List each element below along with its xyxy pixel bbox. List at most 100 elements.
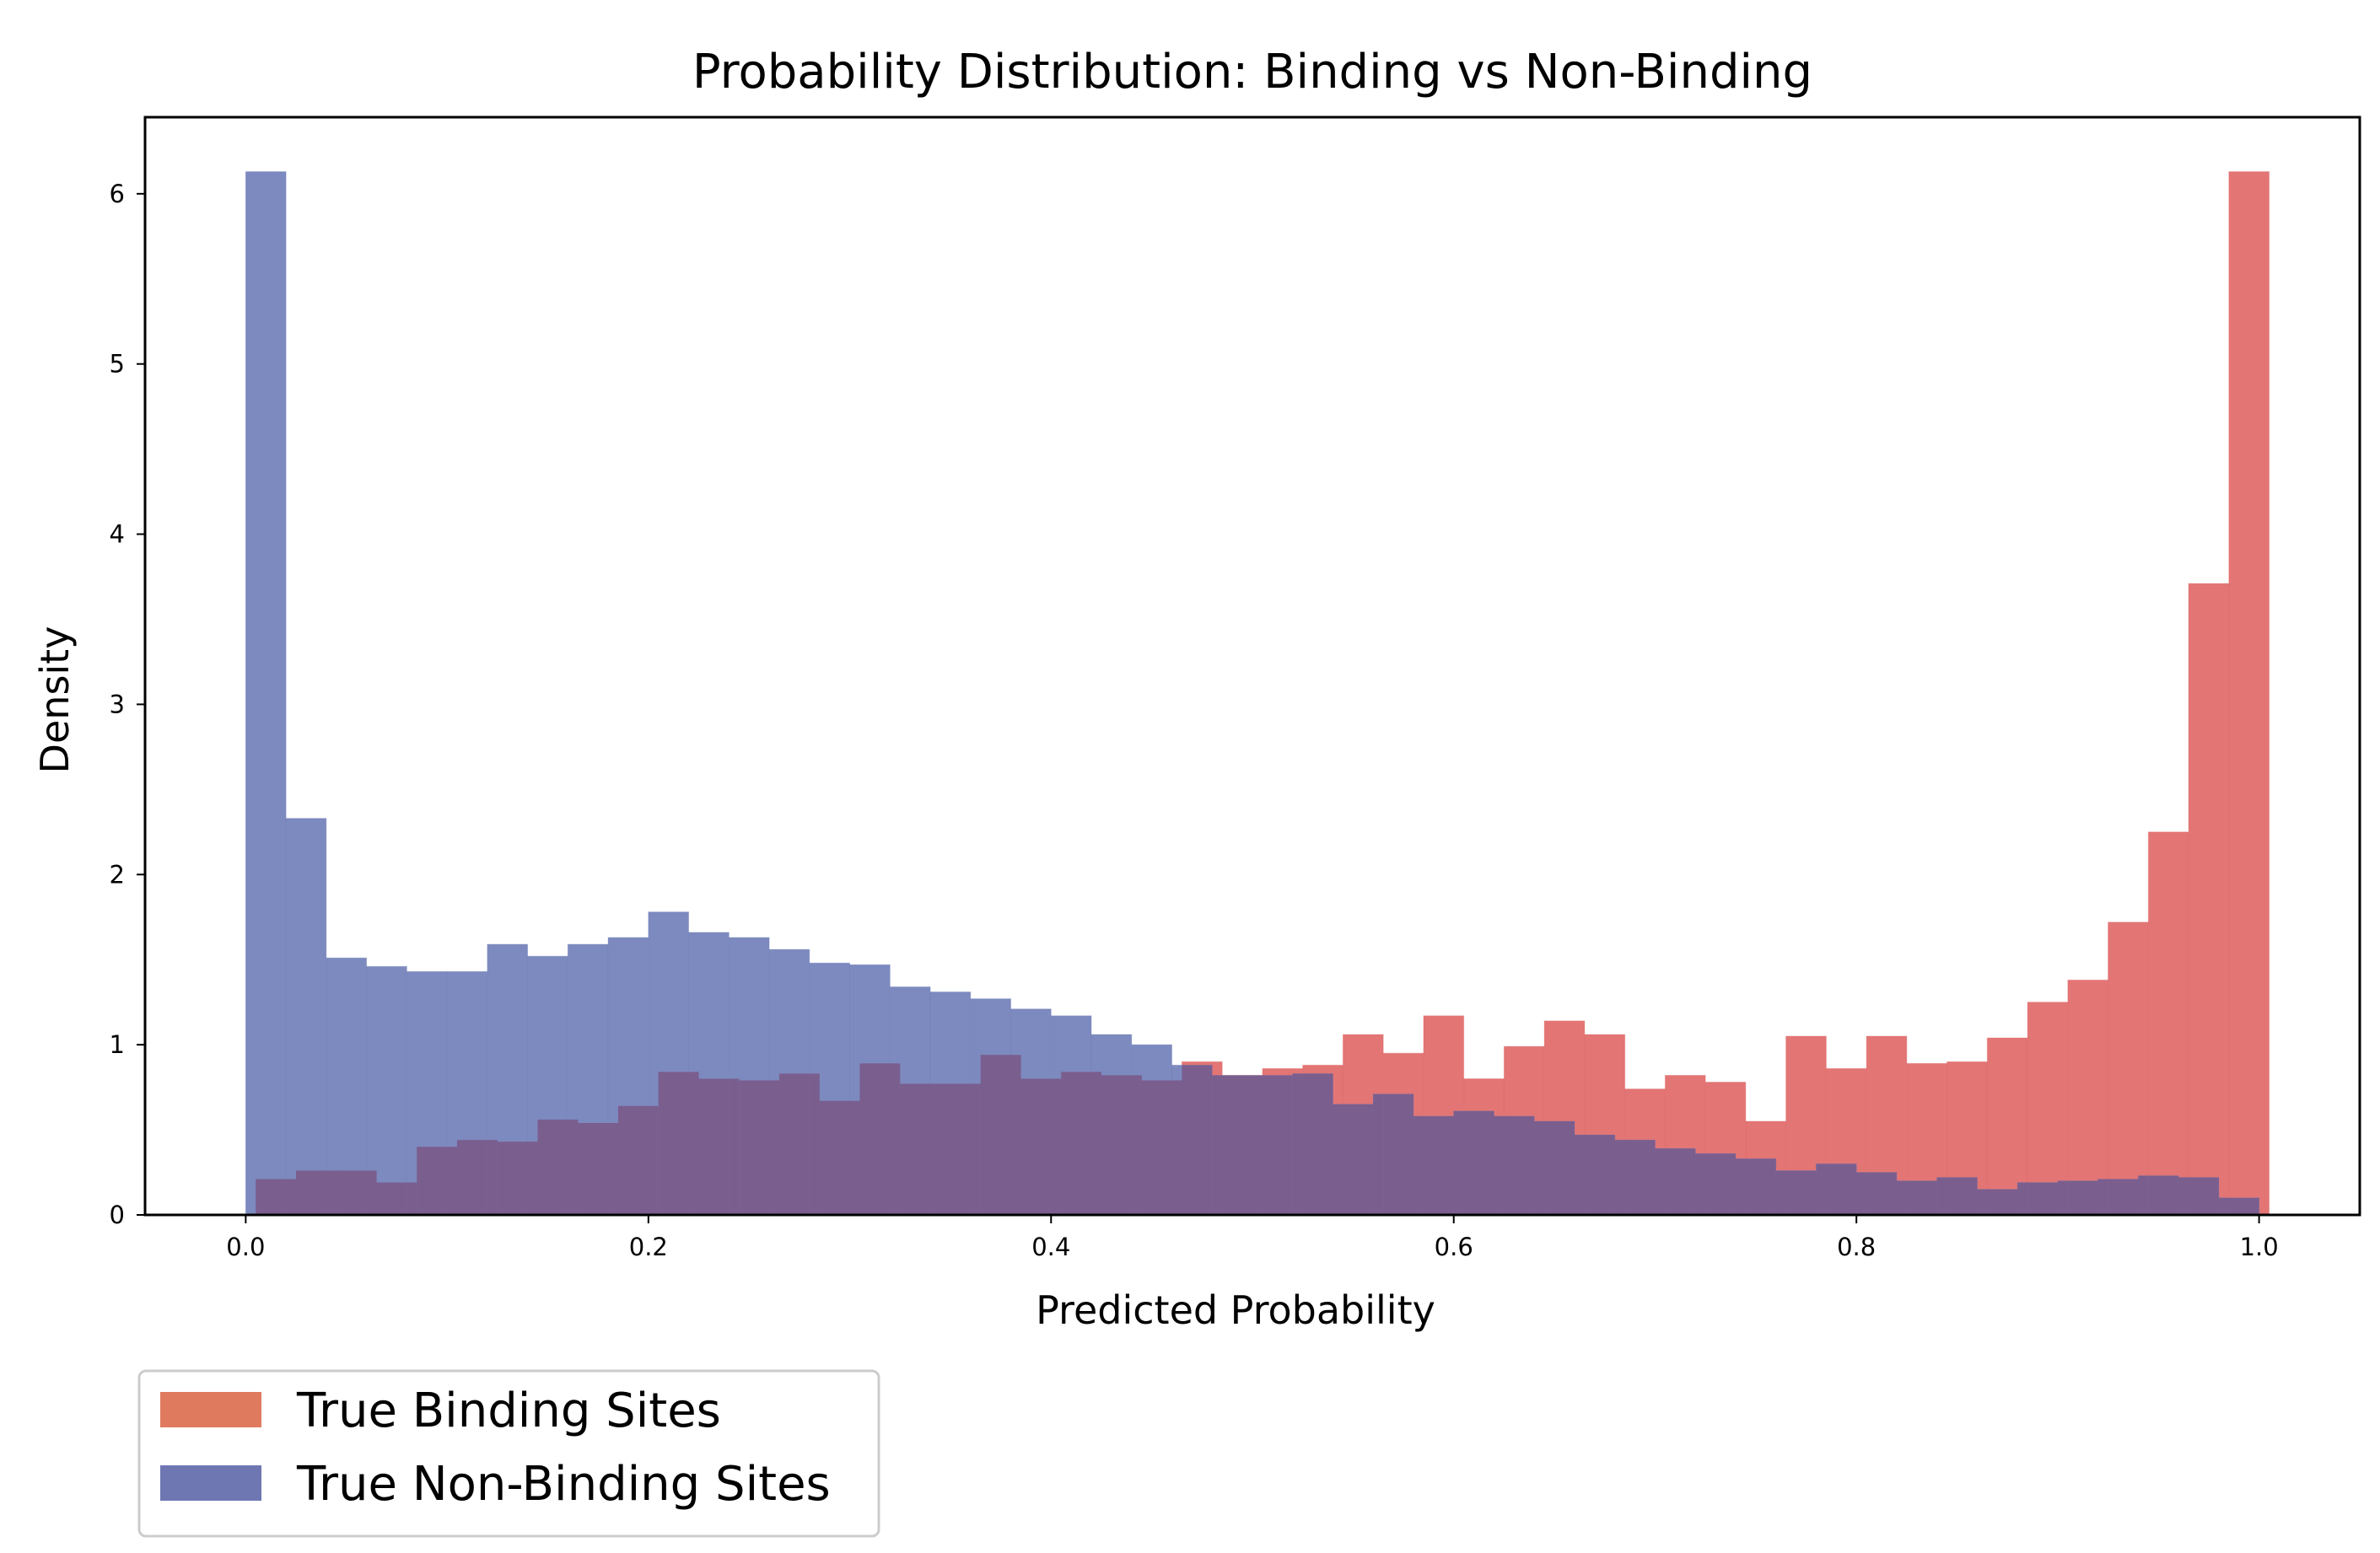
overlap-bar xyxy=(608,1122,619,1215)
overlap-bar xyxy=(447,1147,458,1215)
overlap-bar xyxy=(778,1073,810,1215)
overlap-bar xyxy=(769,1080,779,1215)
y-tick-label: 2 xyxy=(110,860,125,889)
overlap-bar xyxy=(1705,1153,1736,1215)
binding-bar xyxy=(2027,1002,2069,1216)
overlap-bar xyxy=(1182,1065,1213,1215)
overlap-bar xyxy=(2138,1175,2149,1215)
overlap-bar xyxy=(2178,1177,2189,1215)
y-tick-label: 5 xyxy=(110,350,125,379)
overlap-bar xyxy=(2097,1179,2108,1215)
overlap-bar xyxy=(1292,1073,1303,1215)
overlap-bar xyxy=(2228,1197,2259,1215)
overlap-bar xyxy=(2148,1175,2179,1215)
binding-bar xyxy=(2067,979,2109,1216)
overlap-bar xyxy=(1504,1115,1535,1215)
overlap-bar xyxy=(376,1182,407,1215)
overlap-bar xyxy=(407,1182,417,1215)
overlap-bar xyxy=(1896,1180,1907,1215)
overlap-bar xyxy=(1906,1180,1937,1215)
overlap-bar xyxy=(729,1078,740,1215)
overlap-bar xyxy=(2027,1182,2058,1215)
y-tick-label: 0 xyxy=(110,1201,125,1229)
overlap-bar xyxy=(457,1140,487,1215)
overlap-bar xyxy=(2218,1197,2229,1215)
chart-title: Probability Distribution: Binding vs Non… xyxy=(692,45,1812,99)
overlap-bar xyxy=(1947,1177,1978,1215)
legend-swatch-binding xyxy=(160,1392,261,1427)
overlap-bar xyxy=(1383,1094,1413,1215)
overlap-bar xyxy=(497,1142,528,1215)
overlap-bar xyxy=(1373,1094,1384,1215)
overlap-bar xyxy=(286,1179,297,1215)
overlap-bar xyxy=(1624,1140,1656,1215)
overlap-bar xyxy=(890,1063,901,1215)
overlap-bar xyxy=(1494,1115,1505,1215)
overlap-bar xyxy=(2189,1177,2219,1215)
legend-frame xyxy=(137,1369,880,1538)
overlap-bar xyxy=(1061,1072,1092,1215)
legend-label-binding: True Binding Sites xyxy=(296,1384,721,1438)
overlap-bar xyxy=(1423,1115,1454,1215)
overlap-bar xyxy=(537,1119,568,1215)
overlap-bar xyxy=(256,1179,287,1215)
legend: True Binding Sites True Non-Binding Site… xyxy=(137,1369,880,1538)
overlap-bar xyxy=(1413,1115,1424,1215)
overlap-bar xyxy=(648,1105,659,1215)
y-tick-label: 6 xyxy=(110,180,125,208)
overlap-bar xyxy=(940,1083,971,1215)
overlap-bar xyxy=(1101,1075,1132,1215)
overlap-bar xyxy=(2067,1180,2098,1215)
x-tick-label: 0.6 xyxy=(1435,1233,1473,1261)
overlap-bar xyxy=(1262,1075,1293,1215)
overlap-bar xyxy=(1343,1104,1374,1215)
overlap-bar xyxy=(1826,1163,1857,1215)
overlap-bar xyxy=(2108,1179,2139,1215)
overlap-bar xyxy=(1775,1170,1786,1215)
overlap-bar xyxy=(326,1170,337,1215)
overlap-bar xyxy=(688,1072,699,1215)
legend-swatch-non-binding xyxy=(160,1465,261,1501)
overlap-bar xyxy=(1333,1104,1343,1215)
overlap-bar xyxy=(1745,1158,1776,1215)
overlap-bar xyxy=(1987,1189,2018,1215)
overlap-bar xyxy=(366,1170,377,1215)
overlap-bar xyxy=(809,1073,820,1215)
overlap-bar xyxy=(739,1080,770,1215)
overlap-bar xyxy=(1171,1080,1182,1215)
overlap-bar xyxy=(1816,1163,1827,1215)
overlap-bar xyxy=(1614,1140,1625,1215)
overlap-bar xyxy=(1131,1075,1142,1215)
binding-bar xyxy=(2147,831,2189,1216)
overlap-bar xyxy=(1010,1055,1021,1215)
overlap-bar xyxy=(1977,1189,1988,1215)
overlap-bar xyxy=(658,1072,689,1215)
x-tick-label: 0.2 xyxy=(629,1233,668,1261)
legend-label-non-binding: True Non-Binding Sites xyxy=(296,1457,831,1512)
y-axis-title: Density xyxy=(32,626,78,774)
y-tick-label: 1 xyxy=(110,1030,125,1059)
overlap-bar xyxy=(1866,1172,1897,1215)
overlap-bar xyxy=(1936,1177,1947,1215)
overlap-bar xyxy=(1463,1110,1494,1215)
y-tick-label: 4 xyxy=(110,520,125,549)
overlap-bar xyxy=(970,1083,981,1215)
non-binding-bar xyxy=(285,818,327,1216)
overlap-bar xyxy=(336,1170,367,1215)
non-binding-series-bars xyxy=(245,171,2260,1216)
y-tick-label: 3 xyxy=(110,690,125,718)
overlap-bar xyxy=(1453,1110,1464,1215)
overlap-bar xyxy=(849,1100,860,1215)
x-tick-label: 0.4 xyxy=(1031,1233,1070,1261)
overlap-bar xyxy=(1735,1158,1746,1215)
overlap-bar xyxy=(578,1122,609,1215)
x-tick-label: 1.0 xyxy=(2240,1233,2279,1261)
overlap-bar xyxy=(1665,1148,1696,1215)
overlap-bar xyxy=(1212,1075,1223,1215)
overlap-bar xyxy=(1141,1080,1172,1215)
overlap-bar xyxy=(930,1083,940,1215)
overlap-bar xyxy=(417,1147,448,1215)
overlap-bar xyxy=(1655,1148,1666,1215)
overlap-bar xyxy=(1584,1135,1615,1215)
